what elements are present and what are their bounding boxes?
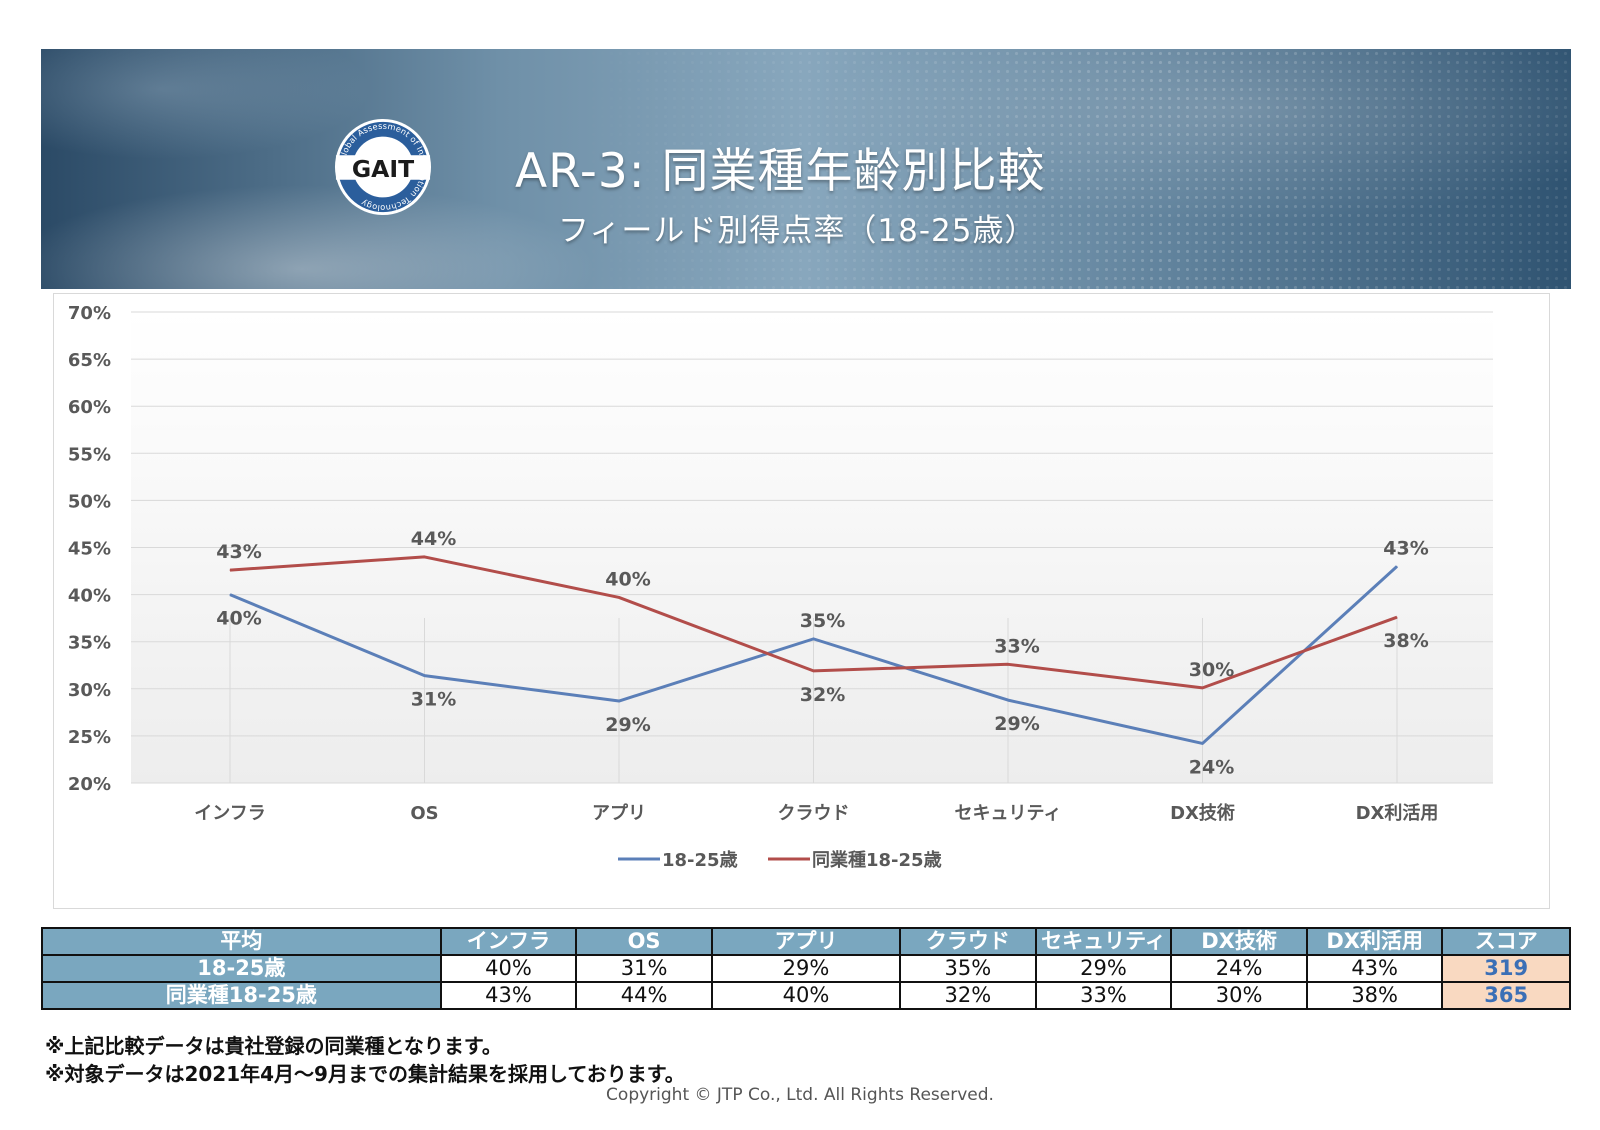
table-header-cell: DX技術	[1170, 927, 1308, 956]
x-tick-label: DX技術	[1170, 802, 1235, 824]
x-tick-label: インフラ	[194, 803, 265, 824]
data-label: 38%	[1383, 630, 1428, 652]
table-header-cell: DX利活用	[1305, 927, 1444, 956]
data-label: 40%	[216, 608, 261, 630]
data-label: 35%	[800, 610, 845, 632]
table-cell: 43%	[439, 981, 578, 1010]
y-tick-label: 45%	[68, 539, 111, 560]
table-header-cell: クラウド	[899, 927, 1037, 956]
data-point	[424, 675, 425, 677]
copyright: Copyright © JTP Co., Ltd. All Rights Res…	[606, 1085, 994, 1105]
data-point	[1396, 616, 1398, 618]
data-point	[1202, 687, 1203, 689]
legend-entry: 同業種18-25歳	[812, 849, 942, 871]
data-label: 43%	[1383, 537, 1428, 559]
table-cell: 38%	[1305, 981, 1444, 1010]
y-tick-label: 30%	[68, 680, 111, 701]
header-banner	[41, 49, 1571, 289]
table-header-cell: 平均	[41, 927, 442, 956]
data-point	[424, 556, 425, 558]
table-header-row: 平均 インフラ OS アプリ クラウド セキュリティ DX技術 DX利活用 スコ…	[41, 927, 1571, 956]
table-cell: 30%	[1170, 981, 1308, 1010]
y-tick-label: 25%	[68, 727, 111, 748]
table-cell: 40%	[439, 954, 578, 983]
gait-logo: Global Assessment of Information Technol…	[334, 118, 432, 216]
footnote: ※上記比較データは貴社登録の同業種となります。	[45, 1034, 502, 1058]
y-tick-label: 35%	[68, 633, 111, 654]
table-row-label: 同業種18-25歳	[41, 981, 442, 1010]
y-tick-label: 50%	[68, 491, 111, 512]
table-cell: 44%	[575, 981, 713, 1010]
data-label: 44%	[411, 528, 456, 550]
table-header-cell: スコア	[1441, 927, 1571, 956]
data-label: 31%	[411, 689, 456, 711]
page-subtitle: フィールド別得点率（18-25歳）	[558, 213, 1037, 249]
x-tick-label: セキュリティ	[955, 803, 1062, 824]
table-cell: 33%	[1034, 981, 1173, 1010]
data-label: 24%	[1189, 756, 1234, 778]
x-tick-label: OS	[410, 803, 438, 824]
data-point	[813, 638, 814, 640]
page-title: AR-3: 同業種年齢別比較	[515, 144, 1046, 199]
table-header-cell: セキュリティ	[1034, 927, 1173, 956]
summary-table: 平均 インフラ OS アプリ クラウド セキュリティ DX技術 DX利活用 スコ…	[41, 927, 1571, 1010]
data-label: 29%	[605, 714, 650, 736]
banner-dot-pattern	[571, 49, 1571, 289]
data-label: 40%	[605, 568, 650, 590]
data-label: 32%	[800, 684, 845, 706]
x-tick-label: アプリ	[592, 802, 646, 824]
data-point	[229, 569, 231, 571]
y-tick-label: 55%	[68, 444, 111, 465]
data-point	[1007, 663, 1009, 665]
table-cell: 24%	[1170, 954, 1308, 983]
table-cell: 35%	[899, 954, 1037, 983]
score-cell: 319	[1441, 954, 1571, 983]
y-tick-label: 70%	[68, 303, 111, 324]
y-tick-label: 20%	[68, 774, 111, 795]
data-point	[1202, 742, 1203, 744]
x-tick-label: DX利活用	[1356, 802, 1439, 824]
table-row-label: 18-25歳	[41, 954, 442, 983]
table-cell: 43%	[1305, 954, 1444, 983]
data-point	[813, 670, 814, 672]
table-header-cell: アプリ	[710, 927, 902, 956]
y-tick-label: 60%	[68, 397, 111, 418]
footnote: ※対象データは2021年4月～9月までの集計結果を採用しております。	[45, 1062, 685, 1086]
score-cell: 365	[1441, 981, 1571, 1010]
table-cell: 40%	[710, 981, 902, 1010]
table-cell: 29%	[710, 954, 902, 983]
data-point	[1007, 699, 1009, 701]
x-tick-label: クラウド	[778, 803, 850, 824]
data-point	[1396, 565, 1398, 567]
data-label: 43%	[216, 541, 261, 563]
data-point	[229, 594, 231, 596]
data-point	[618, 700, 620, 702]
table-cell: 29%	[1034, 954, 1173, 983]
table-header-cell: OS	[575, 927, 713, 956]
data-label: 29%	[994, 713, 1039, 735]
table-header-cell: インフラ	[439, 927, 578, 956]
legend-entry: 18-25歳	[662, 850, 738, 871]
data-label: 30%	[1189, 659, 1234, 681]
logo-text: GAIT	[352, 155, 414, 183]
table-row: 同業種18-25歳 43% 44% 40% 32% 33% 30% 38% 36…	[41, 981, 1571, 1010]
table-cell: 31%	[575, 954, 713, 983]
line-chart: 70% 65% 60% 55% 50% 45% 40% 35% 30% 25% 20% インフラ OS…	[68, 303, 1493, 871]
data-point	[618, 596, 620, 598]
data-label: 33%	[994, 635, 1039, 657]
y-tick-label: 40%	[68, 586, 111, 607]
table-row: 18-25歳 40% 31% 29% 35% 29% 24% 43% 319	[41, 954, 1571, 983]
table-cell: 32%	[899, 981, 1037, 1010]
y-tick-label: 65%	[68, 350, 111, 371]
